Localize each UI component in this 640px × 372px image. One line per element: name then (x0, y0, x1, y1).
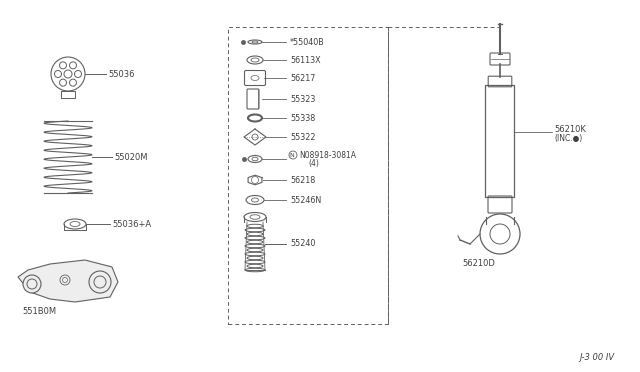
Text: 551B0M: 551B0M (22, 308, 56, 317)
Text: 55246N: 55246N (290, 196, 321, 205)
Text: (INC.●): (INC.●) (554, 134, 582, 142)
Circle shape (60, 275, 70, 285)
Circle shape (89, 271, 111, 293)
Text: 55338: 55338 (290, 113, 316, 122)
Text: 56210K: 56210K (554, 125, 586, 134)
Text: *55040B: *55040B (290, 38, 324, 46)
Text: 56217: 56217 (290, 74, 316, 83)
Text: 55036: 55036 (108, 70, 134, 78)
Text: N08918-3081A: N08918-3081A (299, 151, 356, 160)
Text: 55020M: 55020M (114, 153, 147, 161)
Text: 55322: 55322 (290, 132, 316, 141)
Polygon shape (18, 260, 118, 302)
Text: 55323: 55323 (290, 94, 316, 103)
Text: 55036+A: 55036+A (112, 219, 151, 228)
Text: N: N (289, 153, 294, 157)
Text: 56210D: 56210D (462, 260, 495, 269)
Text: (4): (4) (308, 158, 319, 167)
Text: 56113X: 56113X (290, 55, 321, 64)
Text: 55240: 55240 (290, 240, 316, 248)
Text: 56218: 56218 (290, 176, 316, 185)
Circle shape (23, 275, 41, 293)
Text: J-3 00 IV: J-3 00 IV (580, 353, 615, 362)
